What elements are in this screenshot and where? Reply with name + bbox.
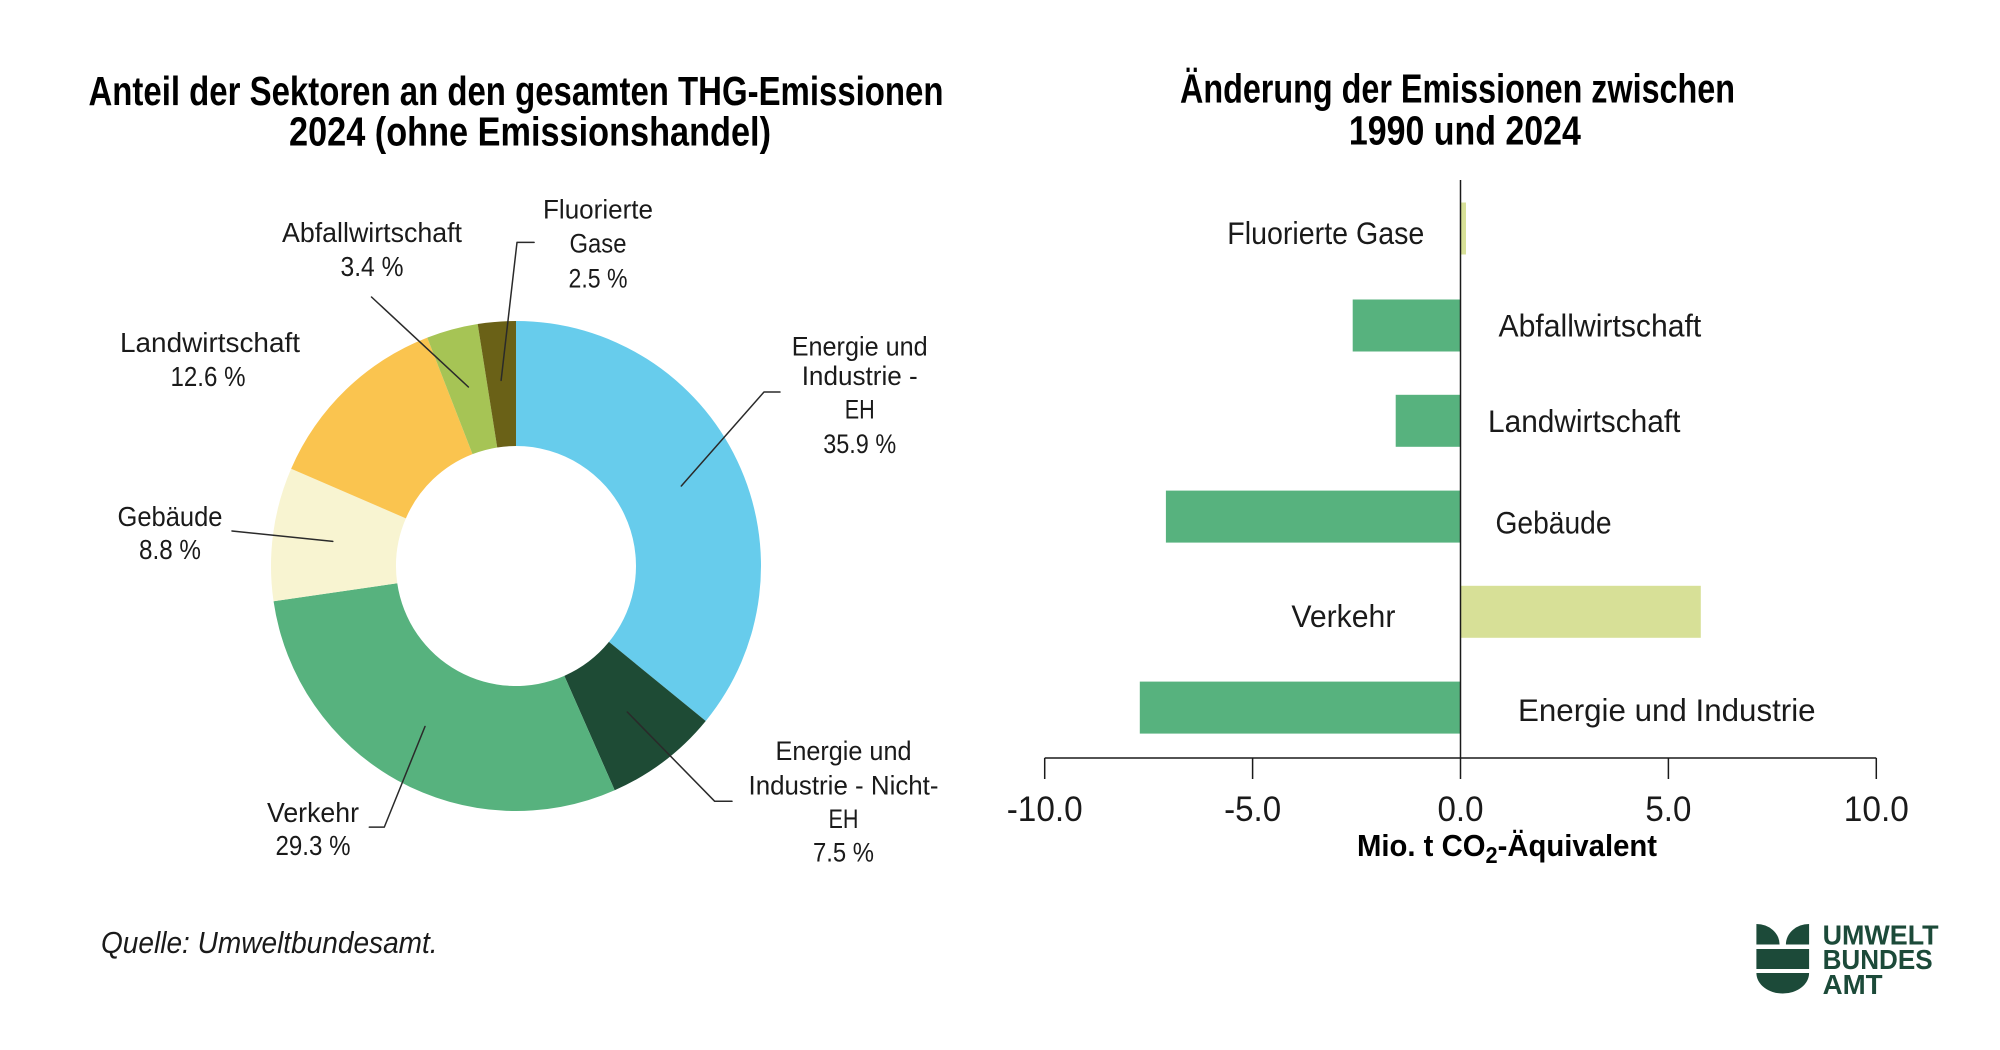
svg-text:0.0: 0.0	[1438, 790, 1484, 829]
svg-text:AMT: AMT	[1823, 969, 1883, 1000]
svg-text:Verkehr: Verkehr	[267, 797, 359, 828]
svg-text:3.4 %: 3.4 %	[341, 251, 404, 282]
svg-text:Abfallwirtschaft: Abfallwirtschaft	[1499, 308, 1702, 344]
svg-text:Quelle: Umweltbundesamt.: Quelle: Umweltbundesamt.	[101, 925, 438, 960]
svg-text:2024 (ohne Emissionshandel): 2024 (ohne Emissionshandel)	[289, 109, 771, 155]
svg-text:1990 und 2024: 1990 und 2024	[1349, 108, 1581, 154]
svg-text:Fluorierte Gase: Fluorierte Gase	[1227, 215, 1424, 251]
svg-text:EH: EH	[829, 804, 859, 834]
svg-text:35.9 %: 35.9 %	[823, 429, 896, 459]
svg-text:UMWELT: UMWELT	[1823, 920, 1939, 951]
svg-text:Energie und Industrie: Energie und Industrie	[1518, 692, 1816, 728]
svg-text:10.0: 10.0	[1844, 790, 1909, 829]
svg-text:-10.0: -10.0	[1007, 790, 1083, 829]
svg-text:8.8 %: 8.8 %	[139, 534, 201, 565]
svg-text:2.5 %: 2.5 %	[569, 264, 628, 294]
svg-text:Anteil der Sektoren an den ges: Anteil der Sektoren an den gesamten THG-…	[89, 68, 944, 114]
svg-text:Gebäude: Gebäude	[118, 501, 223, 532]
svg-text:2: 2	[1486, 842, 1498, 868]
svg-text:Energie und: Energie und	[776, 736, 912, 766]
svg-text:29.3 %: 29.3 %	[276, 830, 351, 861]
svg-text:-5.0: -5.0	[1224, 790, 1281, 829]
svg-text:Verkehr: Verkehr	[1291, 598, 1395, 634]
svg-text:Gase: Gase	[570, 229, 627, 259]
svg-text:Landwirtschaft: Landwirtschaft	[1488, 403, 1681, 439]
svg-text:Industrie - Nicht-: Industrie - Nicht-	[749, 771, 939, 801]
svg-text:7.5 %: 7.5 %	[813, 838, 874, 868]
svg-text:5.0: 5.0	[1645, 790, 1691, 829]
svg-text:BUNDES: BUNDES	[1823, 944, 1933, 975]
svg-text:Gebäude: Gebäude	[1496, 505, 1612, 541]
svg-text:Energie und: Energie und	[792, 332, 928, 362]
svg-text:12.6 %: 12.6 %	[171, 361, 246, 392]
svg-text:-Äquivalent: -Äquivalent	[1498, 828, 1657, 863]
svg-text:Landwirtschaft: Landwirtschaft	[120, 327, 300, 358]
svg-text:EH: EH	[845, 395, 875, 425]
svg-text:Industrie -: Industrie -	[802, 361, 918, 391]
svg-text:Mio. t CO: Mio. t CO	[1357, 828, 1486, 863]
svg-text:Abfallwirtschaft: Abfallwirtschaft	[282, 217, 462, 248]
svg-text:Fluorierte: Fluorierte	[543, 195, 653, 225]
svg-text:Änderung der Emissionen zwisch: Änderung der Emissionen zwischen	[1180, 66, 1735, 112]
